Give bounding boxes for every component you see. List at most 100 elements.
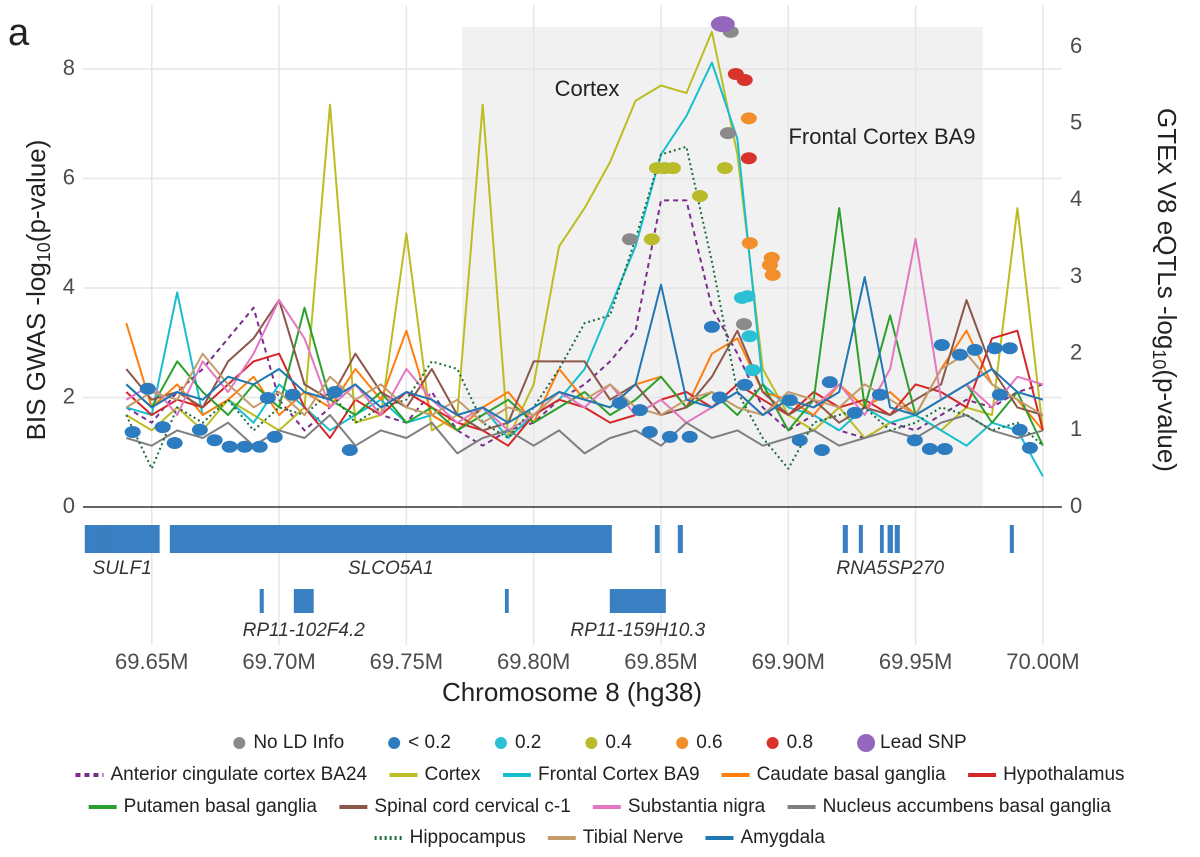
gene-exon [858, 525, 863, 553]
gene-exon [887, 525, 893, 553]
gene-exon [504, 589, 509, 613]
gwas-point [1011, 423, 1028, 436]
legend-label: Lead SNP [880, 732, 967, 753]
gwas-point [727, 67, 744, 80]
series-line [125, 199, 1044, 447]
legend-marker [766, 737, 779, 749]
legend-label: 0.2 [515, 732, 541, 753]
gwas-point [166, 436, 183, 449]
gwas-point [906, 434, 923, 447]
legend-item: 0.6 [676, 732, 723, 753]
legend-label: Amygdala [740, 827, 825, 848]
gwas-point [763, 251, 780, 264]
gwas-point [251, 440, 268, 453]
legend-item: Anterior cingulate cortex BA24 [75, 764, 368, 785]
gene-label: RP11-102F4.2 [243, 620, 366, 641]
legend-item: 0.8 [766, 732, 813, 753]
axis-title-part: 10 [1149, 349, 1169, 369]
series-line [125, 145, 1044, 470]
gwas-point [611, 396, 628, 409]
y-tick-label: 2 [63, 383, 75, 408]
legend-label: Caudate basal ganglia [757, 764, 947, 785]
legend-item: Putamen basal ganglia [88, 796, 318, 817]
gwas-point [206, 434, 223, 447]
y-tick-label: 4 [63, 274, 75, 299]
gwas-point [791, 434, 808, 447]
gwas-point [621, 233, 638, 246]
axis-title-part: (p-value) [21, 140, 51, 243]
legend-label: Frontal Cortex BA9 [538, 764, 700, 785]
legend-item: Nucleus accumbens basal ganglia [787, 796, 1111, 817]
legend-label: Cortex [425, 764, 481, 785]
gwas-point [681, 430, 698, 443]
gwas-point [740, 112, 757, 125]
gwas-point [733, 291, 750, 304]
y2-tick-label: 5 [1070, 110, 1082, 135]
legend-marker [494, 737, 507, 749]
legend-label: Substantia nigra [628, 796, 766, 817]
gwas-point [951, 348, 968, 361]
legend-label: Tibial Nerve [583, 827, 684, 848]
legend-item: Hippocampus [374, 827, 526, 848]
gwas-point [936, 442, 953, 455]
gene-exon [879, 525, 884, 553]
x-tick-label: 70.00M [1006, 649, 1079, 674]
gwas-point [740, 152, 757, 165]
y2-tick-label: 1 [1070, 416, 1082, 441]
gwas-point [641, 426, 658, 439]
y2-axis-title: GTEx V8 eQTLs -log10(p-value) [1149, 108, 1182, 472]
y-axis-title: BIS GWAS -log10(p-value) [21, 140, 54, 441]
legend-marker [676, 737, 689, 749]
gwas-point [221, 440, 238, 453]
legend-marker [233, 737, 246, 749]
x-tick-label: 69.95M [879, 649, 952, 674]
gene-exon [109, 525, 113, 553]
gene-label: RP11-159H10.3 [570, 620, 705, 641]
series-line [125, 276, 1044, 424]
gene-exon [105, 525, 109, 553]
gene-exon [1009, 525, 1014, 553]
legend-item: Lead SNP [857, 732, 967, 753]
gene-exon [842, 525, 848, 553]
gwas-point [986, 342, 1003, 355]
x-tick-label: 69.70M [242, 649, 315, 674]
gene-exon [259, 589, 264, 613]
gene-exon [293, 589, 314, 613]
gwas-point [643, 233, 660, 246]
gwas-point [139, 382, 156, 395]
foreground: a Cortex Frontal Cortex BA9 Chromosome 8… [8, 12, 1182, 848]
legend-marker [388, 737, 401, 749]
gwas-point [716, 162, 733, 175]
gene-exon [677, 525, 683, 553]
gwas-point [284, 388, 301, 401]
gene-exon [654, 525, 660, 553]
legend-label: 0.8 [787, 732, 813, 753]
gene-label: SLCO5A1 [348, 558, 434, 579]
gwas-point [703, 320, 720, 333]
x-tick-label: 69.90M [752, 649, 825, 674]
gwas-point [1021, 441, 1038, 454]
point-layer [124, 16, 1038, 457]
legend-label: Hippocampus [410, 827, 526, 848]
legend-item: < 0.2 [388, 732, 451, 753]
legend-item: 0.4 [585, 732, 632, 753]
legend-label: < 0.2 [408, 732, 451, 753]
x-tick-label: 69.65M [115, 649, 188, 674]
gwas-point [711, 391, 728, 404]
gwas-point [259, 392, 276, 405]
legend-marker [585, 737, 598, 749]
legend-label: Anterior cingulate cortex BA24 [110, 764, 367, 785]
y-tick-label: 6 [63, 164, 75, 189]
legend-label: 0.6 [696, 732, 722, 753]
gwas-point [691, 190, 708, 203]
legend-label: Putamen basal ganglia [124, 796, 318, 817]
gwas-point [741, 330, 758, 343]
gene-exon [99, 525, 103, 553]
legend-item: Substantia nigra [592, 796, 766, 817]
gwas-point [991, 388, 1008, 401]
y2-tick-label: 0 [1070, 493, 1082, 518]
x-tick-label: 69.80M [497, 649, 570, 674]
gene-exon [84, 525, 160, 553]
y2-tick-label: 2 [1070, 340, 1082, 365]
y2-tick-label: 3 [1070, 263, 1082, 288]
